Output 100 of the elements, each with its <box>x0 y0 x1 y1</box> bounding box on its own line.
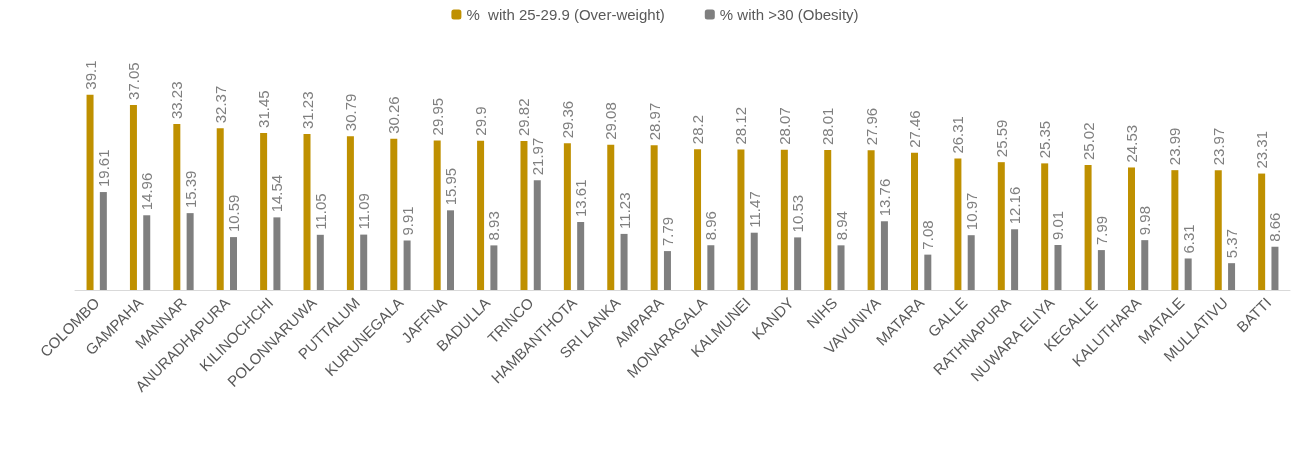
bar <box>360 234 368 290</box>
bar <box>707 245 715 290</box>
data-label: 12.16 <box>1006 186 1024 225</box>
data-label: 28.12 <box>732 106 750 145</box>
data-label: 25.02 <box>1079 122 1097 161</box>
bar <box>750 232 758 290</box>
bar <box>1258 173 1266 290</box>
bar <box>477 140 485 290</box>
data-label: 9.98 <box>1136 205 1154 236</box>
bar <box>1084 165 1092 290</box>
bar <box>1041 163 1049 290</box>
data-label: 9.01 <box>1049 210 1067 240</box>
data-label: 6.31 <box>1179 224 1197 254</box>
bar <box>924 254 932 290</box>
data-label: 13.61 <box>572 179 590 218</box>
bar <box>230 237 238 290</box>
bar <box>533 180 541 290</box>
data-label: 32.37 <box>211 85 229 124</box>
data-label: 28.97 <box>645 102 663 141</box>
bar <box>1011 229 1019 290</box>
data-label: 29.95 <box>428 97 446 136</box>
data-label: 11.23 <box>615 192 633 229</box>
bar <box>997 162 1005 290</box>
bar <box>563 143 571 290</box>
bar <box>911 152 919 290</box>
data-label: 28.2 <box>689 114 707 145</box>
bar <box>1214 170 1222 290</box>
bar <box>520 141 528 290</box>
data-label: 23.97 <box>1209 127 1227 166</box>
bar <box>1097 250 1105 290</box>
data-label: 25.59 <box>992 119 1010 158</box>
data-label: 11.05 <box>311 193 329 230</box>
legend-label: % with >30 (Obesity) <box>719 6 859 23</box>
data-label: 13.76 <box>875 178 893 217</box>
data-label: 33.23 <box>168 81 186 120</box>
data-label: 29.82 <box>515 98 533 137</box>
data-label: 25.35 <box>1036 120 1054 159</box>
data-label: 30.26 <box>385 96 403 134</box>
bar <box>620 233 628 290</box>
bar <box>433 140 441 290</box>
data-label: 8.94 <box>832 211 850 241</box>
data-label: 15.39 <box>181 170 199 209</box>
data-label: 23.99 <box>1166 127 1184 166</box>
data-label: 23.31 <box>1253 131 1271 169</box>
data-label: 7.79 <box>658 216 676 247</box>
bar <box>663 251 671 290</box>
data-label: 31.45 <box>255 90 273 128</box>
bar <box>737 149 745 290</box>
bar <box>837 245 845 290</box>
data-label: 10.97 <box>962 192 980 231</box>
bar <box>490 245 498 290</box>
data-label: 29.36 <box>558 100 576 139</box>
data-label: 10.53 <box>789 194 807 233</box>
data-label: 8.66 <box>1266 212 1284 242</box>
data-label: 31.23 <box>298 91 316 129</box>
bar <box>1184 258 1192 290</box>
bar <box>780 149 788 290</box>
bar <box>1228 263 1236 290</box>
bar <box>1171 170 1179 290</box>
data-label: 27.96 <box>862 107 880 146</box>
bar <box>967 235 975 290</box>
bar <box>260 132 268 290</box>
data-label: 11.47 <box>745 191 763 228</box>
bar <box>216 128 224 290</box>
bar <box>650 145 658 290</box>
data-label: 28.01 <box>819 107 837 146</box>
bar <box>607 144 615 290</box>
data-label: 30.79 <box>341 93 359 132</box>
data-label: 10.59 <box>225 194 243 233</box>
data-label: 37.05 <box>124 62 142 100</box>
bar <box>577 222 585 290</box>
data-label: 8.93 <box>485 211 503 241</box>
data-label: 15.95 <box>441 167 459 206</box>
bar <box>173 124 181 290</box>
data-label: 39.1 <box>81 60 99 90</box>
bar <box>880 221 888 290</box>
data-label: 29.9 <box>472 106 490 136</box>
data-label: 8.96 <box>702 211 720 241</box>
bar <box>390 138 398 290</box>
bar <box>1141 240 1149 290</box>
bar <box>794 237 802 290</box>
bar <box>143 215 151 290</box>
bar <box>186 213 194 290</box>
bar <box>316 234 324 290</box>
bar <box>1271 246 1279 290</box>
bar <box>273 217 281 290</box>
data-label: 29.08 <box>602 102 620 140</box>
data-label: 5.37 <box>1223 228 1241 259</box>
bar <box>1054 244 1062 290</box>
data-label: 11.09 <box>355 193 373 230</box>
bar <box>694 149 702 290</box>
data-label: 19.61 <box>94 149 112 188</box>
bar <box>867 150 875 290</box>
bar <box>129 104 137 290</box>
data-label: 14.54 <box>268 174 286 213</box>
bar <box>824 150 832 290</box>
data-label: 7.99 <box>1092 215 1110 246</box>
bar <box>954 158 962 290</box>
bar <box>86 94 94 290</box>
data-label: 21.97 <box>528 137 546 176</box>
